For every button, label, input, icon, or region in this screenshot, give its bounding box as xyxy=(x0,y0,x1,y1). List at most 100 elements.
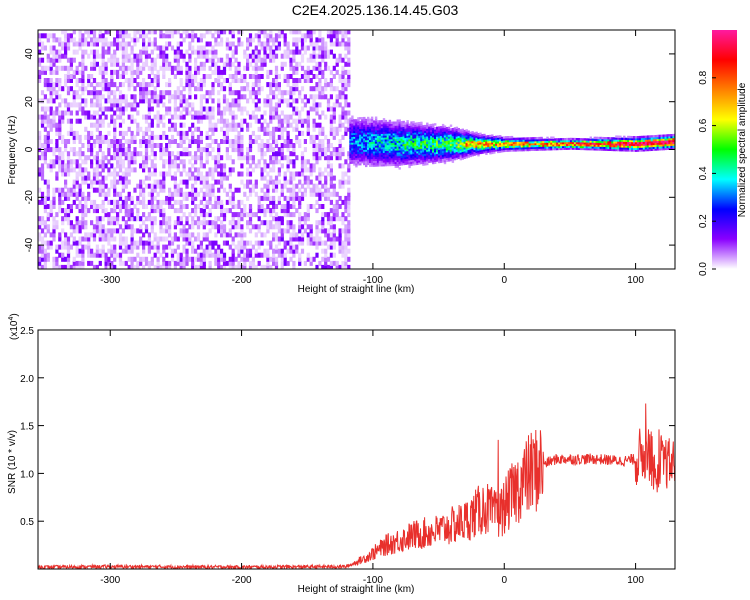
heatmap-cell xyxy=(378,131,382,134)
heatmap-cell xyxy=(382,118,386,121)
heatmap-cell xyxy=(269,130,273,136)
heatmap-cell xyxy=(341,216,345,222)
heatmap-cell xyxy=(386,150,390,153)
heatmap-cell xyxy=(344,159,348,165)
heatmap-cell xyxy=(49,45,53,51)
heatmap-cell xyxy=(321,151,325,157)
heatmap-cell xyxy=(251,212,255,218)
heatmap-cell xyxy=(81,90,85,96)
heatmap-cell xyxy=(147,134,151,140)
heatmap-cell xyxy=(72,139,76,144)
heatmap-cell xyxy=(118,236,123,242)
heatmap-cell xyxy=(272,260,276,266)
heatmap-cell xyxy=(222,106,227,112)
heatmap-cell xyxy=(451,131,455,135)
heatmap-cell xyxy=(406,125,409,129)
heatmap-cell xyxy=(75,260,79,266)
heatmap-cell xyxy=(459,135,462,138)
heatmap-cell xyxy=(361,120,364,124)
heatmap-cell xyxy=(289,74,293,79)
heatmap-cell xyxy=(110,236,114,242)
heatmap-cell xyxy=(367,130,370,133)
heatmap-cell xyxy=(159,183,163,189)
heatmap-cell xyxy=(220,232,224,238)
heatmap-cell xyxy=(351,115,354,118)
heatmap-cell xyxy=(479,138,482,141)
heatmap-cell xyxy=(272,204,276,209)
heatmap-cell xyxy=(260,74,264,79)
heatmap-cell xyxy=(222,252,227,258)
heatmap-cell xyxy=(394,146,397,149)
heatmap-cell xyxy=(434,138,437,141)
heatmap-cell xyxy=(191,102,195,108)
heatmap-cell xyxy=(447,136,451,139)
heatmap-cell xyxy=(194,256,198,262)
heatmap-cell xyxy=(211,224,215,230)
heatmap-cell xyxy=(185,216,189,222)
heatmap-cell xyxy=(257,195,261,201)
heatmap-cell xyxy=(499,137,502,140)
heatmap-cell xyxy=(374,133,378,137)
heatmap-cell xyxy=(432,142,435,146)
heatmap-cell xyxy=(246,248,250,254)
heatmap-cell xyxy=(162,179,166,185)
heatmap-cell xyxy=(72,240,76,246)
heatmap-cell xyxy=(81,57,85,63)
heatmap-cell xyxy=(121,37,125,43)
heatmap-cell xyxy=(406,127,409,131)
heatmap-cell xyxy=(199,187,203,193)
heatmap-cell xyxy=(121,94,125,100)
heatmap-cell xyxy=(463,147,466,150)
heatmap-cell xyxy=(162,228,166,234)
heatmap-cell xyxy=(388,163,392,167)
heatmap-cell xyxy=(398,127,401,130)
heatmap-cell xyxy=(363,143,366,147)
heatmap-cell xyxy=(52,114,56,120)
heatmap-cell xyxy=(78,260,82,266)
heatmap-cell xyxy=(208,126,212,132)
heatmap-cell xyxy=(386,152,390,155)
heatmap-cell xyxy=(159,94,163,100)
heatmap-cell xyxy=(168,163,172,169)
heatmap-cell xyxy=(240,86,244,92)
heatmap-cell xyxy=(437,153,441,156)
heatmap-cell xyxy=(309,30,313,35)
heatmap-cell xyxy=(402,157,405,160)
heatmap-cell xyxy=(147,65,151,71)
heatmap-cell xyxy=(182,130,186,136)
heatmap-cell xyxy=(416,147,419,150)
heatmap-cell xyxy=(150,130,154,136)
heatmap-cell xyxy=(118,147,123,153)
heatmap-cell xyxy=(392,154,395,157)
heatmap-cell xyxy=(451,128,455,131)
heatmap-cell xyxy=(369,118,372,121)
heatmap-cell xyxy=(477,136,480,140)
heatmap-cell xyxy=(202,224,206,230)
heatmap-cell xyxy=(222,208,227,214)
heatmap-cell xyxy=(471,131,474,134)
heatmap-cell xyxy=(439,160,443,163)
heatmap-cell xyxy=(228,61,232,67)
heatmap-cell xyxy=(188,41,192,47)
heatmap-cell xyxy=(283,139,287,144)
heatmap-cell xyxy=(414,130,417,133)
heatmap-cell xyxy=(329,179,333,185)
heatmap-cell xyxy=(95,248,99,254)
heatmap-cell xyxy=(52,224,56,230)
heatmap-cell xyxy=(231,102,235,108)
heatmap-cell xyxy=(286,98,290,104)
heatmap-cell xyxy=(87,33,91,39)
heatmap-cell xyxy=(246,171,250,177)
heatmap-cell xyxy=(272,183,276,189)
heatmap-cell xyxy=(400,144,403,147)
heatmap-cell xyxy=(38,244,42,250)
heatmap-cell xyxy=(81,78,85,83)
heatmap-cell xyxy=(324,65,328,71)
heatmap-cell xyxy=(185,191,189,197)
heatmap-cell xyxy=(144,57,149,63)
heatmap-cell xyxy=(150,208,154,214)
heatmap-cell xyxy=(424,136,427,139)
heatmap-cell xyxy=(321,94,325,100)
heatmap-cell xyxy=(237,69,241,75)
heatmap-cell xyxy=(243,53,247,59)
